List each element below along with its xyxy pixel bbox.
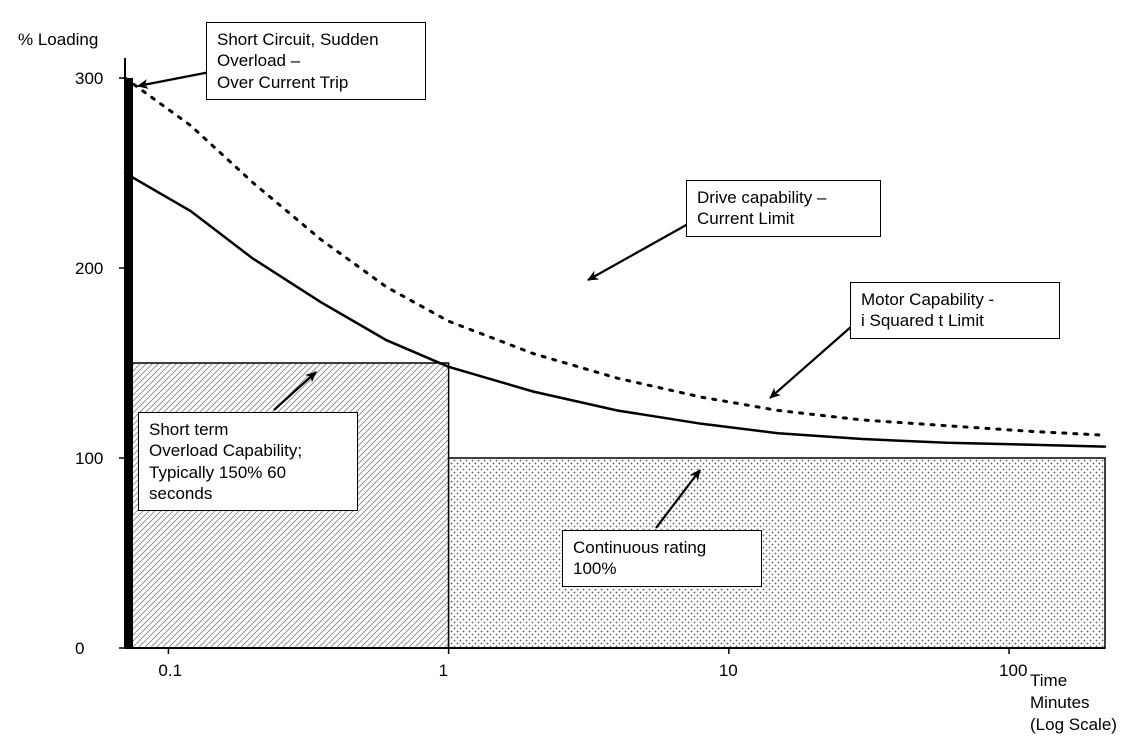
svg-text:0: 0 [75,639,84,658]
svg-text:300: 300 [75,69,103,88]
chart-container: 0 100 200 300 0.1 1 10 100 % Loading Time Minut… [0,0,1140,750]
svg-text:0.1: 0.1 [158,661,182,680]
annotation-motor-capability: Motor Capability - i Squared t Limit [850,282,1060,339]
st-l3: Typically 150% 60 [149,463,286,482]
x-title-l2: Minutes [1030,693,1090,712]
sc-l3: Over Current Trip [217,73,348,92]
svg-text:200: 200 [75,259,103,278]
svg-text:10: 10 [719,661,738,680]
x-title-l3: (Log Scale) [1030,715,1117,734]
sc-l1: Short Circuit, Sudden [217,30,379,49]
annotation-short-term-overload: Short term Overload Capability; Typicall… [138,412,358,511]
cr-l1: Continuous rating [573,538,706,557]
annotation-drive-capability: Drive capability – Current Limit [686,180,881,237]
mc-l1: Motor Capability - [861,290,994,309]
y-axis-title: % Loading [18,30,98,50]
svg-text:1: 1 [439,661,448,680]
dc-l1: Drive capability – [697,188,826,207]
st-l2: Overload Capability; [149,441,302,460]
mc-l2: i Squared t Limit [861,311,984,330]
chart-svg: 0 100 200 300 0.1 1 10 100 [0,0,1140,750]
svg-text:100: 100 [999,661,1027,680]
sc-l2: Overload – [217,51,300,70]
st-l4: seconds [149,484,212,503]
dc-l2: Current Limit [697,209,794,228]
svg-text:100: 100 [75,449,103,468]
cr-l2: 100% [573,559,616,578]
x-title-l1: Time [1030,671,1067,690]
annotation-continuous-rating: Continuous rating 100% [562,530,762,587]
st-l1: Short term [149,420,228,439]
annotation-short-circuit: Short Circuit, Sudden Overload – Over Cu… [206,22,426,100]
x-axis-title: Time Minutes (Log Scale) [1030,670,1117,736]
